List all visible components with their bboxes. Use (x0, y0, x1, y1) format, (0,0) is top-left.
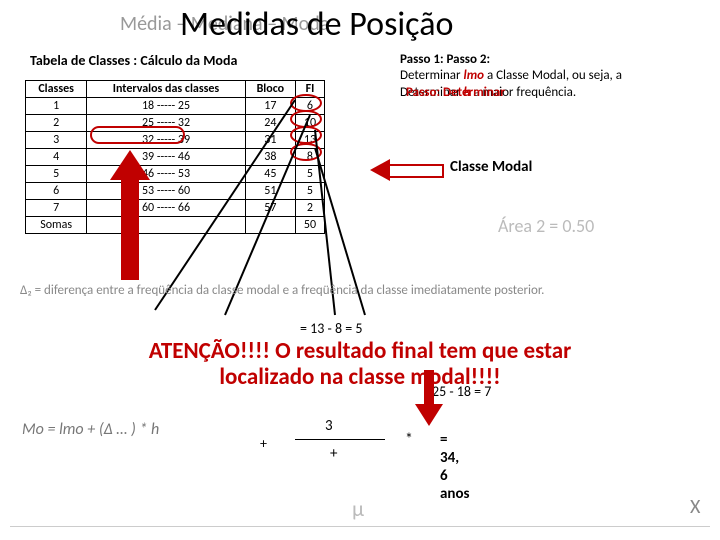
table-row: Somas 50 (26, 217, 325, 234)
table-cell: 31 (245, 132, 295, 149)
passo-line1: Passo 1: Passo 2: (400, 52, 695, 68)
table-cell: 38 (245, 149, 295, 166)
table-row: 118 ----- 25176 (26, 98, 325, 115)
table-cell: 51 (245, 183, 295, 200)
col-header: Intervalos das classes (87, 81, 245, 98)
table-row: 439 ----- 46388 (26, 149, 325, 166)
atencao-l1: ATENÇÃO!!!! O resultado final tem que es… (35, 338, 685, 364)
passo-l2a: Determinar (400, 68, 464, 83)
red-down-arrow (415, 370, 443, 426)
table-cell: 50 (295, 217, 324, 234)
classe-modal-label: Classe Modal (450, 158, 532, 176)
lmo: lmo (464, 68, 485, 83)
table-cell: 4 (26, 149, 87, 166)
bottom-axis-ghost (10, 526, 710, 527)
subtitle: Tabela de Classes : Cálculo da Moda (30, 52, 237, 69)
table-cell: 5 (26, 166, 87, 183)
arrow-left-icon (370, 158, 440, 180)
table-row: 760 ----- 66572 (26, 200, 325, 217)
table-cell: 18 ----- 25 (87, 98, 245, 115)
x-ghost: X (690, 495, 700, 519)
frac-den: + (330, 445, 337, 463)
frac-num: 3 (325, 417, 333, 435)
table-row: 546 ----- 53455 (26, 166, 325, 183)
highlight-fi-13 (290, 126, 322, 144)
table-cell: Somas (26, 217, 87, 234)
table-cell (245, 217, 295, 234)
mo-formula-ghost: Mo = lmo + (Δ … ) * h (22, 420, 159, 439)
mu-ghost: μ (352, 495, 364, 522)
result: = 34, 6 anos (440, 431, 470, 503)
table-cell: 24 (245, 115, 295, 132)
delta2-ghost: Δ₂ = diferença entre a freqüência da cla… (20, 283, 544, 298)
table-cell: 17 (245, 98, 295, 115)
table-cell: 3 (26, 132, 87, 149)
main-title: Medidas de Posição (180, 4, 453, 45)
table-cell: 6 (26, 183, 87, 200)
table-cell: 45 (245, 166, 295, 183)
calc-line1: = 13 - 8 = 5 (300, 320, 362, 337)
col-header: Bloco (245, 81, 295, 98)
area2-ghost: Área 2 = 0.50 (498, 215, 594, 237)
highlight-interval-row3 (90, 126, 185, 144)
table-cell: 7 (26, 200, 87, 217)
big-red-up-arrow (110, 150, 150, 280)
passo-block: Passo 1: Passo 2: Determinar lmo a Class… (400, 52, 695, 101)
atencao-l2: localizado na classe modal!!!! (35, 364, 685, 390)
passo-red-overlap: Passo: Determinar (406, 85, 505, 101)
table-cell: 2 (295, 200, 324, 217)
frac-bar (295, 439, 385, 440)
passo-l2b: a Classe Modal, ou seja, a (484, 68, 622, 83)
atencao: ATENÇÃO!!!! O resultado final tem que es… (35, 338, 685, 391)
table-cell: 1 (26, 98, 87, 115)
highlight-fi-8 (290, 143, 322, 161)
plus-sign: + (260, 435, 267, 452)
table-cell: 2 (26, 115, 87, 132)
mult-star: * (405, 430, 413, 449)
class-table: ClassesIntervalos das classesBlocoFI 118… (25, 80, 325, 234)
table-cell: 5 (295, 183, 324, 200)
col-header: Classes (26, 81, 87, 98)
table-cell: 57 (245, 200, 295, 217)
table-cell: 5 (295, 166, 324, 183)
table-row: 653 ----- 60515 (26, 183, 325, 200)
